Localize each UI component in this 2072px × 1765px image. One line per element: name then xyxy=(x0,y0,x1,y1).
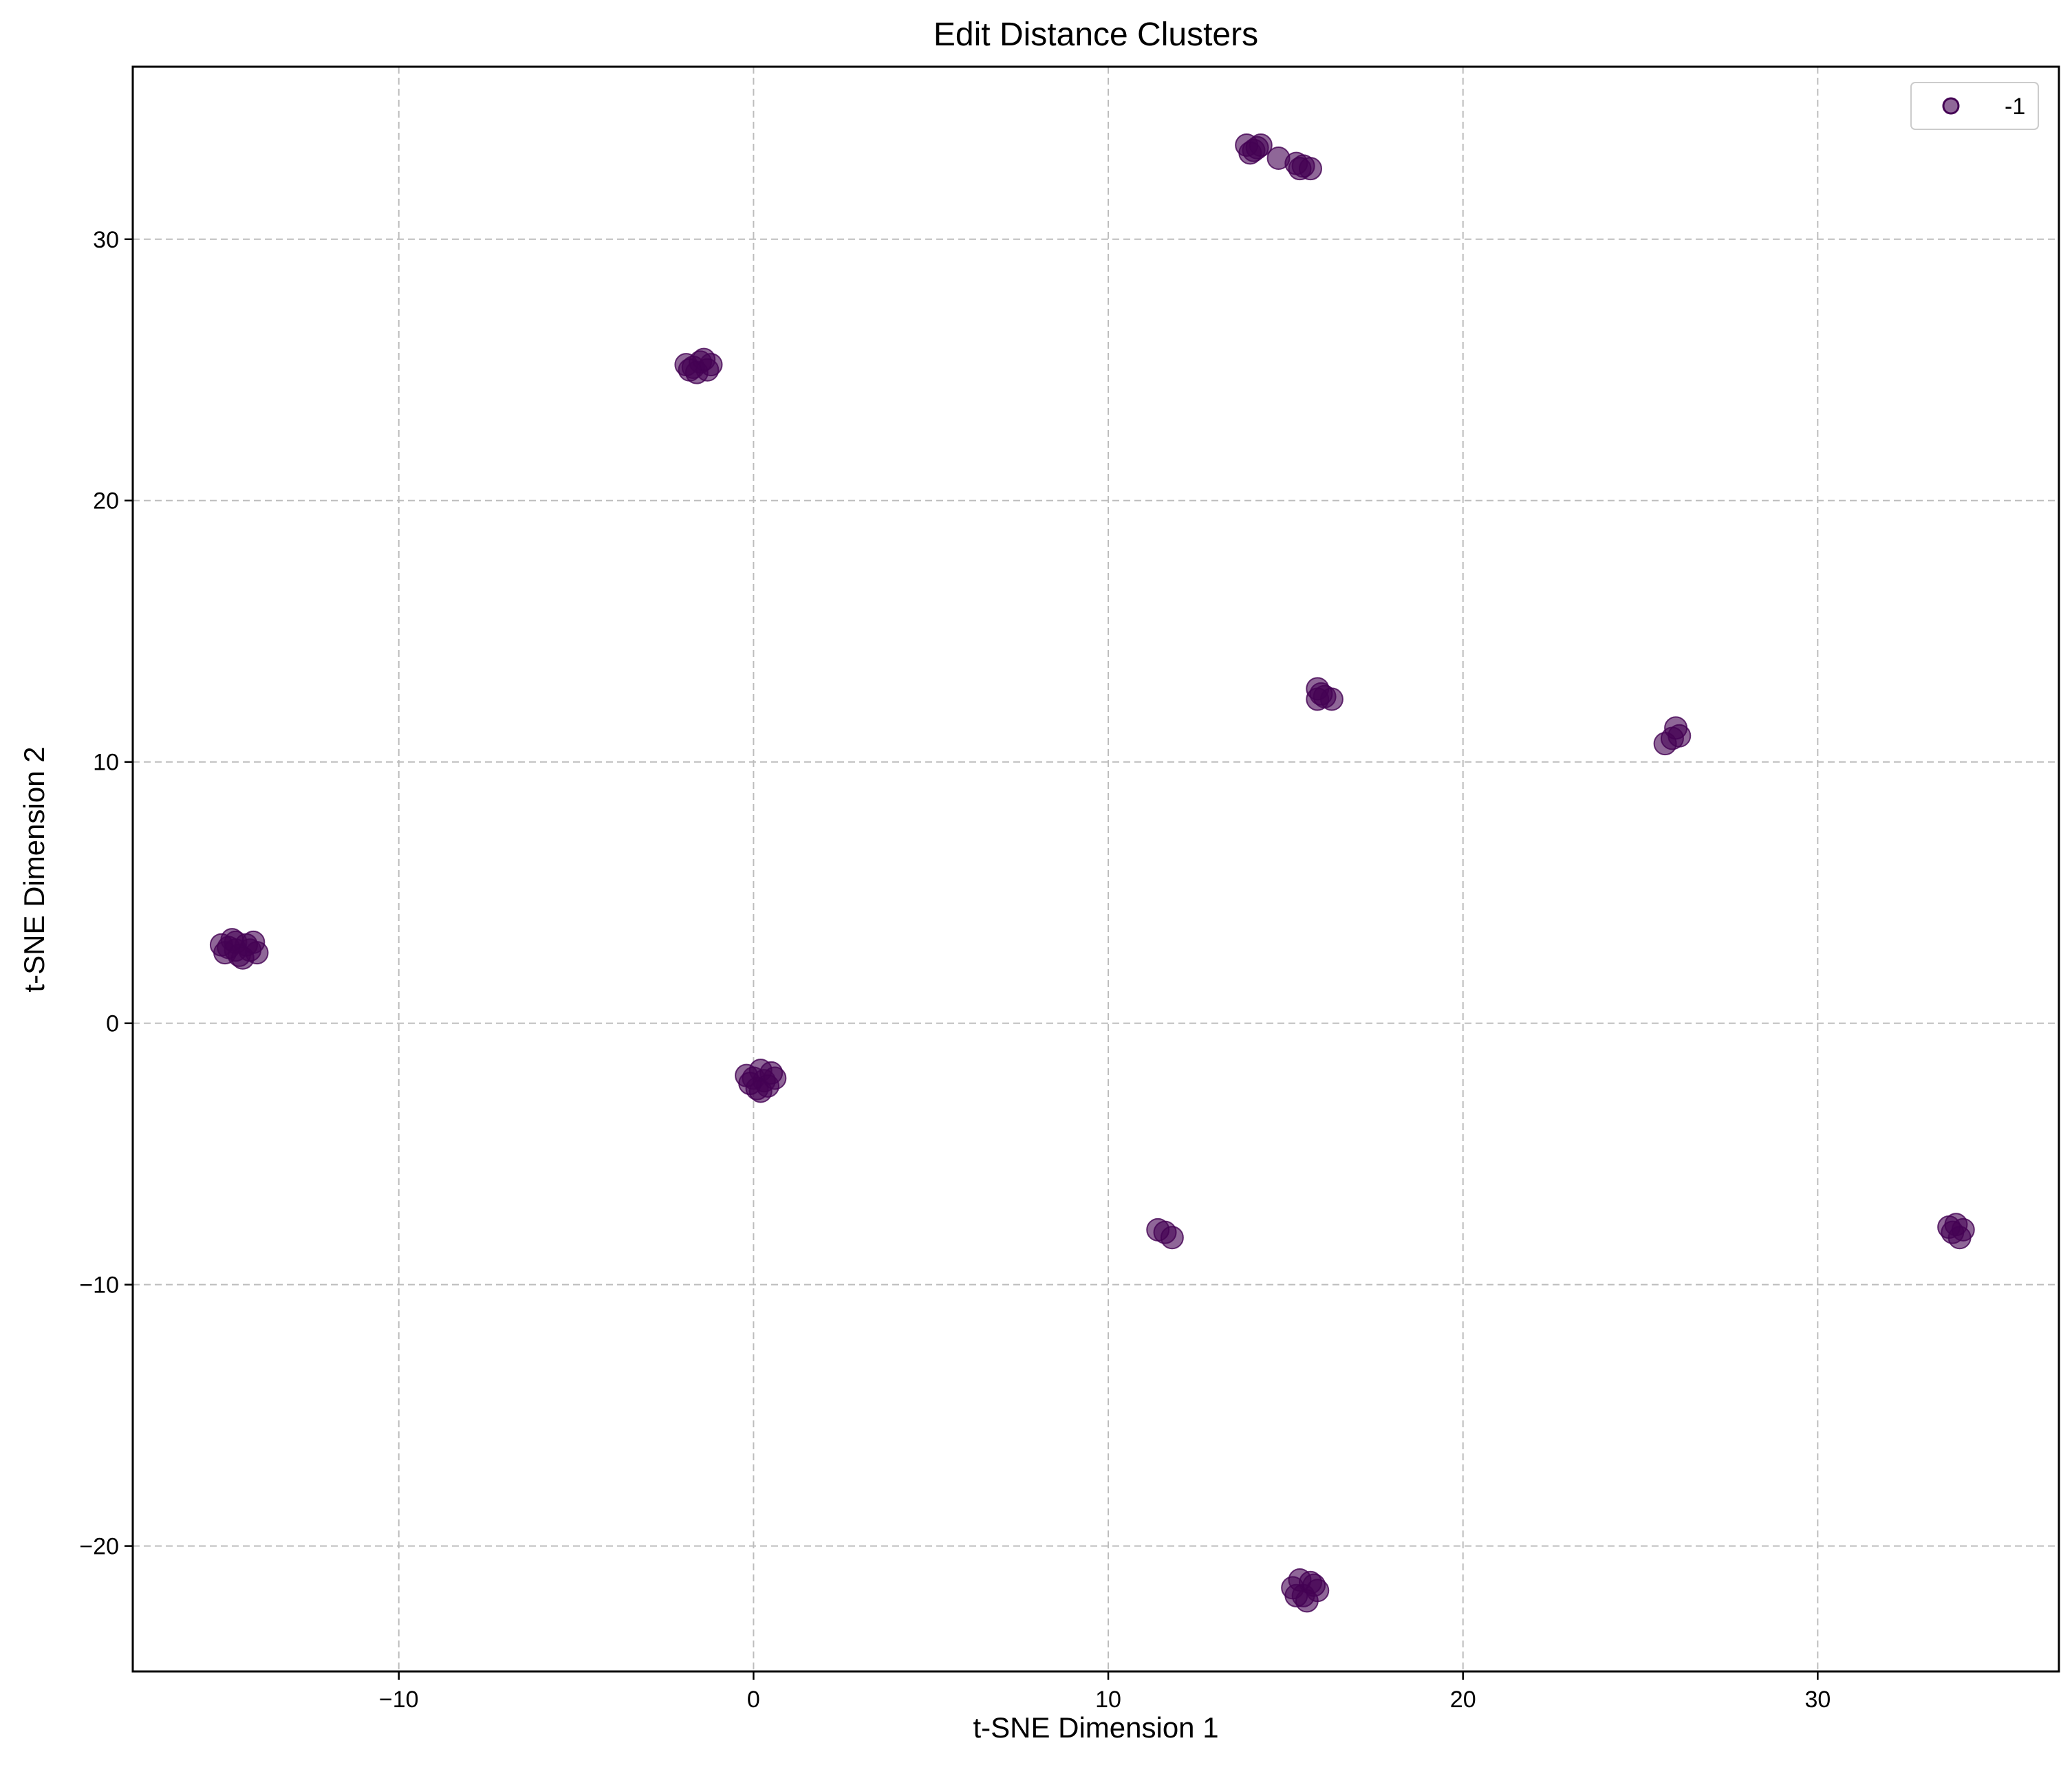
y-tick-label: −20 xyxy=(79,1534,119,1560)
y-tick-label: −10 xyxy=(79,1273,119,1299)
scatter-point xyxy=(1947,1226,1972,1250)
scatter-points xyxy=(209,133,1975,1613)
legend-label: -1 xyxy=(2005,94,2025,120)
y-tick-label: 20 xyxy=(93,488,119,515)
x-tick-label: −10 xyxy=(379,1687,419,1713)
grid-lines xyxy=(133,67,2059,1671)
x-axis-label: t-SNE Dimension 1 xyxy=(973,1711,1218,1744)
scatter-point xyxy=(1160,1226,1184,1250)
plot-frame xyxy=(131,65,2060,1673)
scatter-point xyxy=(1302,1573,1326,1597)
x-tick-label: 30 xyxy=(1804,1687,1831,1713)
scatter-point xyxy=(1284,1583,1308,1607)
legend: -1 xyxy=(1910,82,2039,130)
scatter-point xyxy=(678,358,702,382)
x-tick-label: 20 xyxy=(1450,1687,1476,1713)
y-axis-label: t-SNE Dimension 2 xyxy=(18,746,50,992)
y-tick-label: 10 xyxy=(93,750,119,776)
legend-marker xyxy=(1942,97,1960,115)
y-tick-label: 30 xyxy=(93,227,119,253)
scatter-point xyxy=(1245,136,1269,160)
x-tick-label: 10 xyxy=(1095,1687,1121,1713)
y-tick-label: 0 xyxy=(106,1011,119,1037)
x-axis-ticks: −10 0 10 20 30 xyxy=(379,1671,1831,1713)
scatter-point xyxy=(1664,716,1688,740)
scatter-point xyxy=(759,1061,784,1085)
scatter-point xyxy=(224,938,248,962)
y-axis-ticks: −20 −10 0 10 20 30 xyxy=(79,227,133,1560)
chart-title: Edit Distance Clusters xyxy=(934,17,1258,53)
scatter-point xyxy=(1288,157,1312,181)
legend-box xyxy=(1910,82,2039,130)
x-tick-label: 0 xyxy=(747,1687,760,1713)
scatter-point xyxy=(738,1072,762,1096)
scatter-point xyxy=(1309,682,1333,706)
